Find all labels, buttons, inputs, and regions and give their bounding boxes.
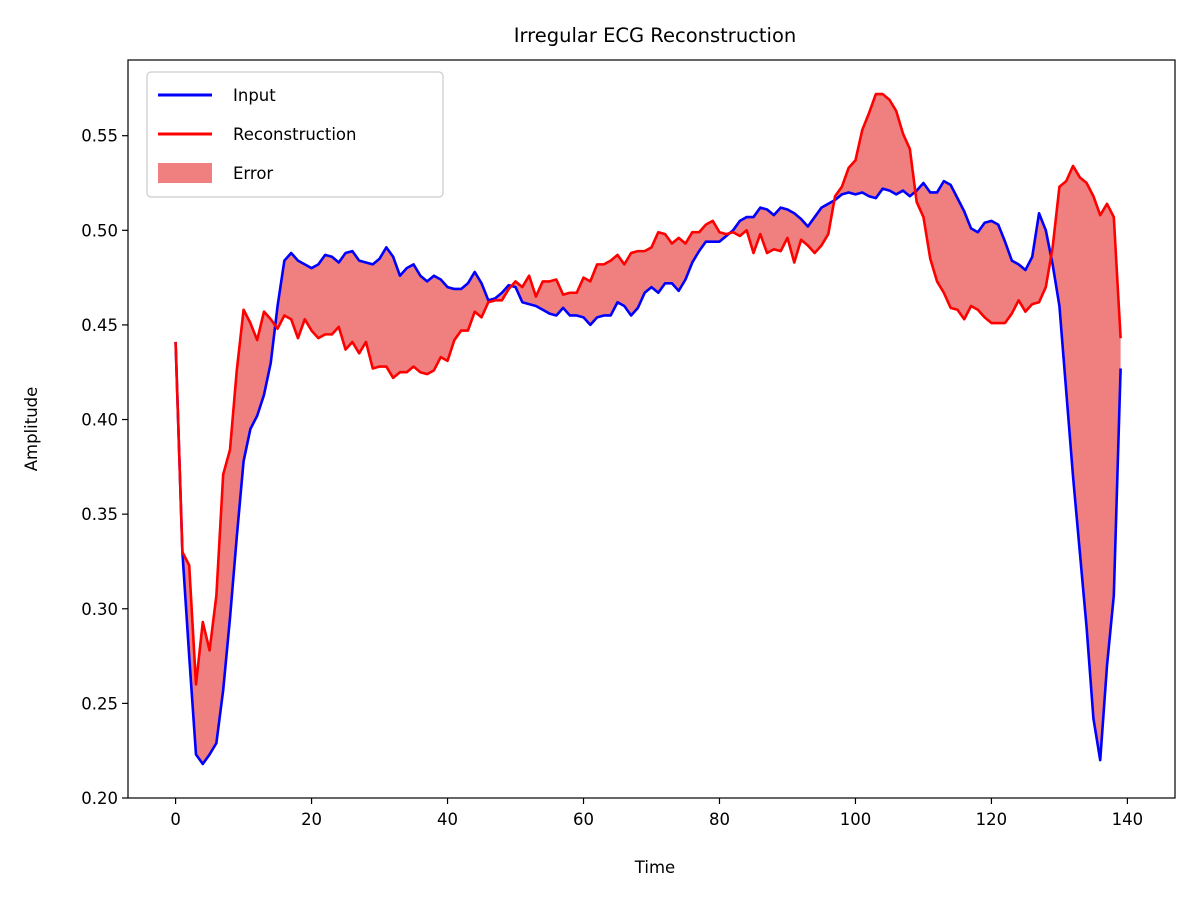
y-tick-label: 0.55: [81, 127, 118, 146]
y-tick-label: 0.20: [81, 789, 118, 808]
legend-box: [146, 71, 444, 198]
y-tick-label: 0.40: [81, 411, 118, 430]
x-tick-label: 20: [301, 810, 322, 829]
x-tick-label: 140: [1112, 810, 1144, 829]
legend-error-label: Error: [233, 164, 273, 183]
series-line-reconstruction: [174, 92, 1122, 686]
plot-frame: [127, 59, 1176, 799]
x-axis-label: Time: [634, 858, 675, 877]
x-tick-label: 60: [573, 810, 594, 829]
legend-reconstruction-label: Reconstruction: [233, 125, 356, 144]
y-tick-label: 0.45: [81, 316, 118, 335]
y-tick-label: 0.50: [81, 221, 118, 240]
x-axis: 0 20 40 60 80 100 120 140: [170, 798, 1143, 829]
y-tick-label: 0.30: [81, 600, 118, 619]
legend-error-swatch: [158, 163, 212, 183]
y-axis-label: Amplitude: [22, 387, 41, 472]
y-axis: 0.20 0.25 0.30 0.35 0.40 0.45 0.50 0.55: [81, 127, 128, 808]
chart-title: Irregular ECG Reconstruction: [514, 24, 797, 47]
y-tick-label: 0.25: [81, 694, 118, 713]
legend-input-label: Input: [233, 86, 276, 105]
series-line-input: [174, 179, 1122, 766]
x-tick-label: 80: [709, 810, 730, 829]
plot-area: [174, 92, 1122, 766]
x-tick-label: 0: [170, 810, 181, 829]
legend: Input Reconstruction Error: [146, 71, 444, 198]
x-tick-label: 40: [437, 810, 458, 829]
x-tick-label: 120: [976, 810, 1008, 829]
x-tick-label: 100: [840, 810, 872, 829]
y-tick-label: 0.35: [81, 505, 118, 524]
